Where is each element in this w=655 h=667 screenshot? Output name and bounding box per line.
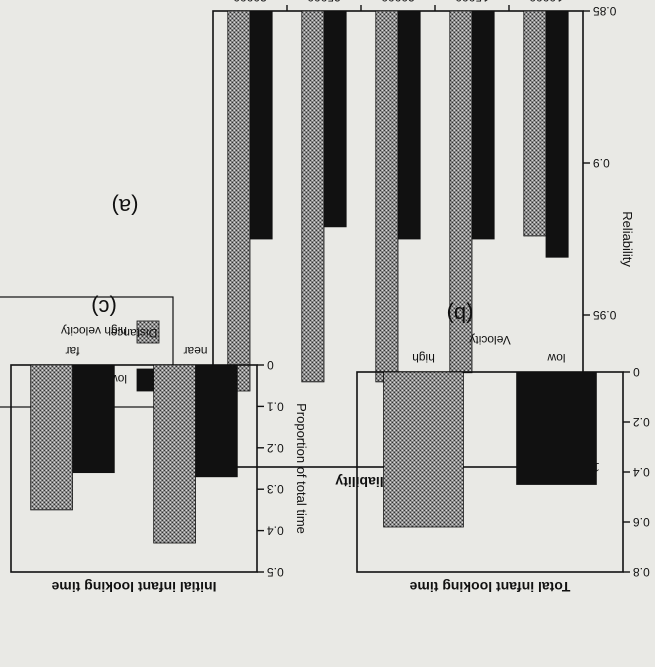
x-tick-label: 25000 <box>307 0 341 4</box>
legend-entry: high velocity <box>61 324 127 338</box>
x-tick-label: 15000 <box>455 0 489 4</box>
bar-low-velocity-low <box>516 371 597 485</box>
bar-low-velocity-25000 <box>323 10 347 228</box>
x-axis-label: Velocity <box>469 333 510 347</box>
x-axis-label: Distance <box>110 326 157 340</box>
panel-b: 00.20.40.60.8lowhighVelocityProportion o… <box>356 302 650 595</box>
y-tick-label: 0.4 <box>633 465 650 479</box>
chart-title: Initial infant looking time <box>51 579 216 595</box>
x-tick-label: far <box>65 344 79 358</box>
x-tick-label: 20000 <box>381 0 415 4</box>
y-axis-label: Proportion of total time <box>294 403 309 534</box>
y-tick-label: 0 <box>267 358 274 372</box>
bar-high-velocity-30000 <box>227 10 251 392</box>
bar-high-velocity-10000 <box>523 10 547 237</box>
y-tick-label: 0.6 <box>633 515 650 529</box>
y-tick-label: 0.1 <box>267 399 284 413</box>
y-tick-label: 0.9 <box>593 156 610 170</box>
bar-low-velocity-30000 <box>249 10 273 240</box>
bar-high-velocity-near <box>153 364 196 544</box>
bar-high-velocity-20000 <box>375 10 399 383</box>
bar-high-velocity-high <box>383 371 464 528</box>
legend-swatch-high-velocity <box>136 320 160 344</box>
panel-label: (b) <box>447 302 474 327</box>
x-tick-label: 10000 <box>529 0 563 4</box>
y-tick-label: 0.2 <box>267 441 284 455</box>
panel-c: 0 0.1 0.2 0.3 0.4 0.5 near far Distance Proportio… <box>10 295 309 595</box>
y-tick-label: 0.85 <box>593 4 617 18</box>
y-axis-label: Reliability <box>620 211 635 267</box>
bar-high-velocity-far <box>30 364 73 511</box>
chart-title: Total infant looking time <box>409 579 570 595</box>
y-tick-label: 0 <box>633 365 640 379</box>
y-tick-label: 0.95 <box>593 308 617 322</box>
x-tick-label: high <box>412 351 435 365</box>
x-tick-label: near <box>183 344 207 358</box>
y-tick-label: 0.4 <box>267 524 284 538</box>
y-tick-label: 0.5 <box>267 565 284 579</box>
panel-a: 0.850.90.9511000015000200002500030000Epo… <box>0 0 635 490</box>
bar-low-velocity-20000 <box>397 10 421 240</box>
x-tick-label: low <box>547 351 565 365</box>
bar-low-velocity-near <box>195 364 238 478</box>
panel-label: (c) <box>91 295 117 320</box>
x-tick-label: 30000 <box>233 0 267 4</box>
panel-label: (a) <box>112 194 139 219</box>
bar-low-velocity-15000 <box>471 10 495 240</box>
plot-frame <box>10 364 258 573</box>
y-tick-label: 0.2 <box>633 415 650 429</box>
y-tick-label: 0.3 <box>267 482 284 496</box>
y-tick-label: 0.8 <box>633 565 650 579</box>
bar-high-velocity-25000 <box>301 10 325 383</box>
bar-low-velocity-far <box>72 364 115 474</box>
bar-low-velocity-10000 <box>545 10 569 258</box>
